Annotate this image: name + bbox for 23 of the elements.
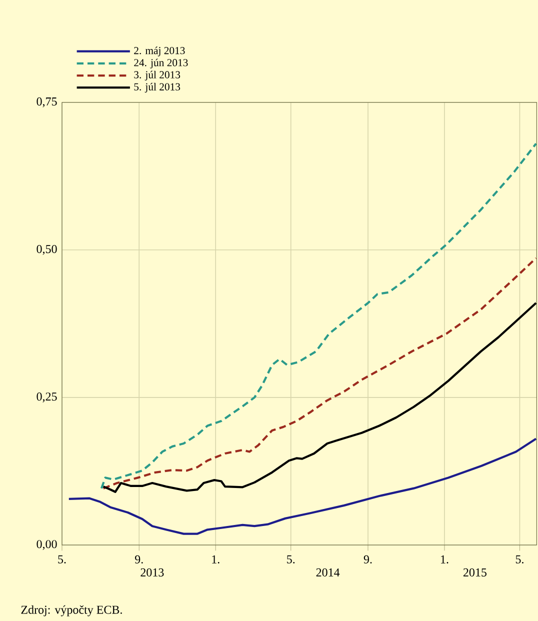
text: 2013 [140,568,164,576]
legend-label: 2. máj 2013 [134,46,185,56]
x-tick-label: 5. [516,555,524,564]
line-series [100,142,538,490]
y-tick-label: 0,50 [36,244,57,255]
x-tick-label: 1. [441,555,448,564]
text: 2015 [463,568,486,576]
x-tick-label: 5. [58,555,66,564]
y-tick-label: 0,00 [36,540,57,550]
y-tick-label: 0,25 [36,392,57,402]
legend-label: 5. júl 2013 [134,82,180,93]
line-series [102,257,538,490]
x-tick-label: 9. [135,555,143,564]
text: 2014 [316,568,340,576]
y-tick-label: 0,75 [36,97,57,108]
x-tick-label: 9. [364,555,372,564]
legend-label: 3. júl 2013 [134,70,180,81]
line-series [102,302,538,493]
text: Zdroj: výpočty ECB. [21,605,122,616]
line-series [68,438,538,535]
x-tick-label: 1. [212,555,220,564]
legend-label: 24. jún 2013 [134,58,188,68]
x-tick-label: 5. [287,555,295,564]
